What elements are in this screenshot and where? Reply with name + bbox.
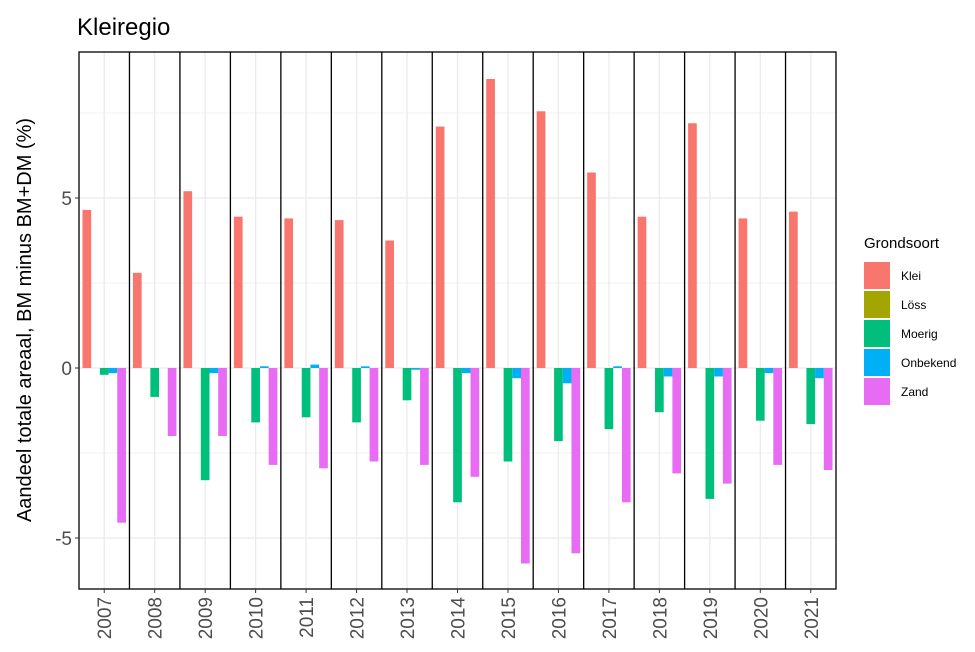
legend-key-zand xyxy=(864,378,890,405)
bar-onbekend-2009 xyxy=(209,368,219,374)
x-tick-label: 2010 xyxy=(247,597,268,639)
bar-zand-2017 xyxy=(621,368,631,503)
x-tick-label: 2019 xyxy=(701,597,722,639)
bar-onbekend-2012 xyxy=(360,366,370,368)
bar-zand-2011 xyxy=(319,368,328,469)
bar-onbekend-2015 xyxy=(512,368,522,379)
bar-zand-2016 xyxy=(571,368,581,554)
legend: Grondsoort Klei Löss Moerig Onbekend Zand xyxy=(864,235,956,405)
legend-key-onbekend xyxy=(864,349,890,376)
legend-key-moerig xyxy=(864,320,890,347)
bar-onbekend-2007 xyxy=(108,368,118,374)
bar-onbekend-2020 xyxy=(764,368,774,374)
bar-klei-2010 xyxy=(233,216,243,368)
bar-moerig-2013 xyxy=(402,368,412,401)
bar-moerig-2009 xyxy=(200,368,210,481)
bar-moerig-2019 xyxy=(705,368,715,499)
bar-onbekend-2018 xyxy=(663,368,673,377)
x-tick-label: 2008 xyxy=(146,597,167,639)
bar-klei-2011 xyxy=(284,218,294,368)
bar-klei-2013 xyxy=(385,240,394,368)
bar-onbekend-2013 xyxy=(411,368,421,370)
plot-area: -5 0 5 2007 2008 2009 2010 2011 2012 2013 2014 2015… xyxy=(55,51,837,640)
bar-zand-2015 xyxy=(521,368,530,564)
x-tick-label: 2011 xyxy=(297,597,318,638)
x-tick-label: 2012 xyxy=(348,597,369,639)
bar-zand-2021 xyxy=(823,368,833,470)
bar-moerig-2010 xyxy=(251,368,260,423)
bar-onbekend-2017 xyxy=(613,366,622,368)
bar-klei-2008 xyxy=(132,272,142,368)
bar-klei-2019 xyxy=(688,123,697,368)
bar-moerig-2021 xyxy=(806,368,816,425)
legend-label-klei: Klei xyxy=(901,269,921,283)
bar-klei-2021 xyxy=(789,211,798,368)
bar-moerig-2012 xyxy=(352,368,361,423)
bar-moerig-2011 xyxy=(301,368,311,418)
bar-klei-2016 xyxy=(536,111,546,369)
bar-moerig-2017 xyxy=(604,368,614,430)
bar-klei-2007 xyxy=(82,209,92,368)
bar-klei-2014 xyxy=(435,126,445,368)
bar-zand-2009 xyxy=(218,368,227,436)
bar-klei-2017 xyxy=(587,172,596,368)
bar-zand-2012 xyxy=(369,368,379,462)
bar-klei-2009 xyxy=(183,191,193,368)
bar-klei-2018 xyxy=(637,216,647,368)
bar-moerig-2015 xyxy=(503,368,513,462)
legend-key-löss xyxy=(864,291,890,318)
x-tick-label: 2014 xyxy=(449,597,470,640)
bar-onbekend-2014 xyxy=(461,368,471,374)
legend-label-löss: Löss xyxy=(901,298,926,312)
x-tick-label: 2017 xyxy=(600,597,621,639)
x-tick-label: 2007 xyxy=(95,597,116,639)
x-tick-label: 2018 xyxy=(650,597,671,639)
y-axis-label: Aandeel totale areaal, BM minus BM+DM (%… xyxy=(14,118,36,522)
bar-onbekend-2010 xyxy=(259,366,269,368)
bar-zand-2008 xyxy=(167,368,177,436)
bar-onbekend-2011 xyxy=(310,364,320,368)
legend-label-moerig: Moerig xyxy=(901,327,938,341)
bar-zand-2018 xyxy=(672,368,682,474)
x-tick-label: 2020 xyxy=(751,597,772,639)
legend-label-onbekend: Onbekend xyxy=(901,356,956,370)
x-tick-label: 2009 xyxy=(196,597,217,639)
bar-zand-2014 xyxy=(470,368,480,477)
chart-title: Kleiregio xyxy=(77,14,170,41)
bar-zand-2020 xyxy=(773,368,783,465)
bar-moerig-2014 xyxy=(453,368,462,503)
bar-moerig-2007 xyxy=(99,368,109,375)
bar-onbekend-2016 xyxy=(562,368,572,384)
y-tick-label: 5 xyxy=(61,189,72,210)
bar-klei-2015 xyxy=(486,79,495,368)
bar-onbekend-2021 xyxy=(815,368,824,379)
bar-onbekend-2019 xyxy=(714,368,723,377)
x-tick-label: 2021 xyxy=(802,597,823,639)
x-tick-label: 2013 xyxy=(398,597,419,639)
legend-key-klei xyxy=(864,262,890,289)
x-tick-label: 2015 xyxy=(499,597,520,639)
y-tick-label: 0 xyxy=(61,359,72,380)
bar-moerig-2020 xyxy=(755,368,765,421)
legend-label-zand: Zand xyxy=(901,385,928,399)
bar-moerig-2016 xyxy=(554,368,563,442)
legend-title: Grondsoort xyxy=(864,235,940,252)
bar-zand-2007 xyxy=(117,368,126,523)
bar-zand-2010 xyxy=(268,368,278,465)
bar-moerig-2018 xyxy=(655,368,664,413)
bar-zand-2013 xyxy=(420,368,429,465)
bar-klei-2020 xyxy=(738,218,748,368)
bar-zand-2019 xyxy=(722,368,732,484)
y-tick-label: -5 xyxy=(55,529,72,550)
x-tick-label: 2016 xyxy=(549,597,570,639)
bar-klei-2012 xyxy=(334,220,344,368)
bar-moerig-2008 xyxy=(150,368,160,397)
